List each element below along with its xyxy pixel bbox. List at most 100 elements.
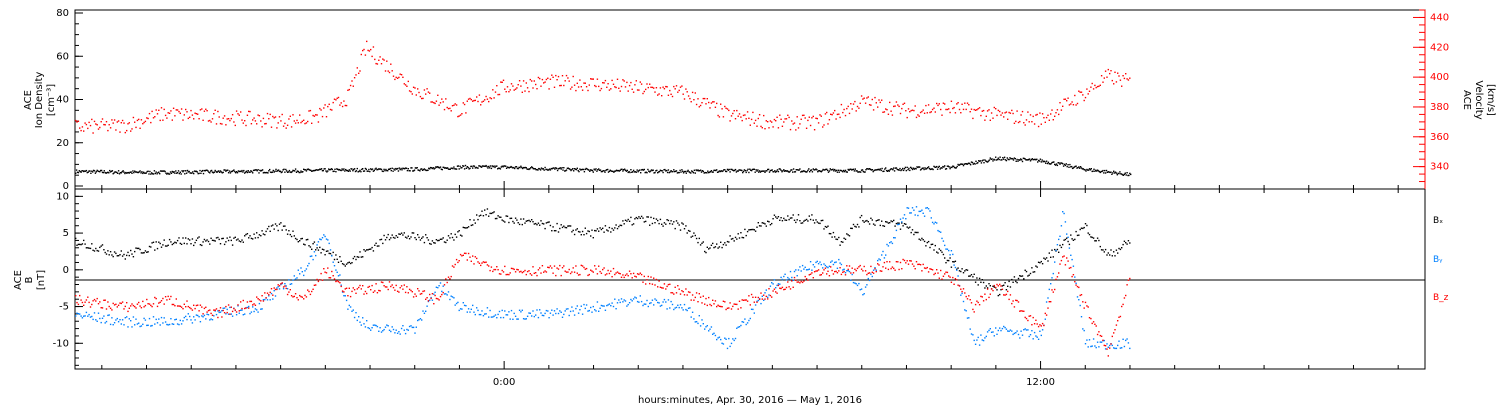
by-point (758, 297, 761, 300)
bz-point (607, 269, 609, 272)
by-point (277, 286, 279, 288)
by-point (486, 307, 489, 309)
bx-point (282, 225, 285, 227)
by-point (572, 310, 574, 312)
velocity-point (691, 91, 694, 94)
by-point (285, 285, 287, 287)
bx-point (388, 238, 391, 241)
density-point (629, 171, 631, 174)
bx-point (670, 220, 672, 222)
velocity-point (934, 111, 936, 113)
bx-point (1117, 252, 1119, 254)
bz-point (940, 269, 942, 272)
density-point (1037, 161, 1039, 163)
bz-point (512, 267, 514, 270)
bz-point (855, 269, 857, 272)
bx-point (1114, 255, 1116, 257)
bx-point (646, 216, 648, 218)
bz-point (819, 274, 821, 276)
velocity-point (197, 113, 199, 115)
velocity-point (382, 58, 384, 60)
density-point (388, 168, 391, 170)
density-point (658, 170, 661, 173)
bx-point (867, 221, 869, 223)
by-point (701, 319, 703, 321)
bx-point (561, 226, 564, 229)
bx-point (92, 249, 94, 251)
by-point (120, 323, 122, 325)
velocity-point (923, 112, 926, 114)
bz-point (577, 274, 580, 276)
density-point (545, 168, 547, 171)
density-point (526, 168, 528, 170)
density-point (277, 169, 280, 171)
bz-point (824, 267, 827, 269)
bz-point (207, 309, 210, 312)
density-point (434, 167, 436, 169)
bz-point (733, 303, 735, 305)
bx-point (1066, 237, 1068, 239)
bz-point (1099, 334, 1101, 337)
bx-point (599, 227, 601, 229)
velocity-point (209, 119, 211, 122)
bx-point (191, 238, 194, 240)
by-point (543, 314, 545, 317)
density-point (684, 170, 687, 173)
velocity-point (280, 120, 282, 122)
bz-point (301, 296, 303, 298)
by-point (594, 309, 596, 311)
bz-point (307, 289, 309, 291)
by-point (611, 302, 613, 304)
by-point (875, 269, 877, 271)
velocity-point (950, 100, 953, 102)
bz-point (317, 280, 320, 283)
by-point (288, 279, 290, 281)
by-point (752, 308, 754, 311)
bz-point (76, 301, 78, 304)
by-point (557, 312, 560, 315)
bx-point (1118, 247, 1120, 250)
by-point (587, 310, 589, 312)
velocity-point (985, 115, 987, 117)
bx-point (353, 255, 356, 258)
by-point (669, 307, 671, 309)
density-point (687, 169, 689, 172)
density-point (1060, 162, 1062, 164)
bz-point (206, 311, 208, 313)
by-point (968, 317, 970, 319)
bx-point (418, 236, 420, 239)
by-point (1088, 339, 1091, 341)
bx-point (885, 221, 887, 223)
bz-point (842, 271, 844, 273)
by-point (960, 294, 962, 296)
bz-point (130, 305, 132, 307)
bz-point (757, 296, 759, 299)
bz-point (1037, 325, 1040, 328)
bx-point (721, 246, 723, 249)
density-point (921, 167, 924, 169)
velocity-point (163, 108, 165, 111)
bx-point (1095, 240, 1097, 242)
bx-point (911, 229, 914, 231)
density-point (226, 169, 228, 172)
bz-point (390, 285, 392, 288)
bx-point (563, 225, 565, 227)
by-point (262, 299, 265, 301)
velocity-point (954, 112, 957, 114)
bz-point (993, 284, 995, 287)
velocity-point (525, 82, 527, 84)
bz-point (324, 271, 326, 273)
bx-point (903, 223, 906, 225)
velocity-point (273, 117, 275, 119)
density-point (166, 173, 168, 175)
bz-point (623, 276, 625, 279)
velocity-point (831, 114, 833, 116)
bz-point (988, 296, 990, 299)
velocity-point (996, 114, 998, 117)
bx-point (835, 238, 837, 240)
bz-point (1024, 316, 1026, 319)
bz-point (522, 271, 525, 273)
density-point (867, 168, 869, 170)
by-point (191, 322, 194, 324)
velocity-point (871, 98, 873, 101)
